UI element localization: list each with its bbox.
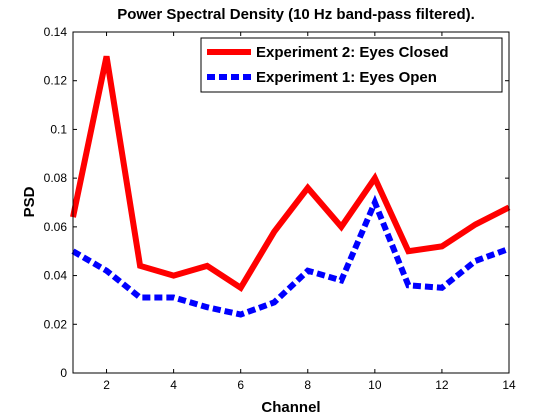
x-tick-label: 12	[435, 378, 449, 392]
tick-layer: 2 4 6 8 10 12 14 0 0.02 0.04 0.06 0.08 0.1 0.12 0.14	[44, 25, 516, 392]
series-layer	[70, 55, 511, 318]
chart-title: Power Spectral Density (10 Hz band-pass …	[117, 6, 475, 23]
x-tick-label: 10	[368, 378, 382, 392]
y-tick-label: 0.08	[44, 171, 68, 185]
x-tick-label: 2	[103, 378, 110, 392]
y-tick-label: 0.1	[50, 122, 67, 136]
x-tick-label: 6	[237, 378, 244, 392]
x-axis-label: Channel	[261, 399, 320, 416]
y-tick-label: 0.14	[44, 25, 68, 39]
y-tick-label: 0.04	[44, 269, 68, 283]
y-axis-label: PSD	[21, 186, 38, 217]
y-tick-label: 0.06	[44, 220, 68, 234]
x-tick-label: 4	[170, 378, 177, 392]
x-tick-label: 8	[304, 378, 311, 392]
series-line-eyes-closed	[70, 55, 511, 292]
y-tick-label: 0.12	[44, 74, 68, 88]
plot-frame	[72, 31, 510, 374]
y-tick-label: 0.02	[44, 317, 68, 331]
x-tick-label: 14	[502, 378, 516, 392]
series-line-eyes-open	[71, 194, 511, 318]
y-tick-label: 0	[60, 366, 67, 380]
legend-label-eyes-open: Experiment 1: Eyes Open	[256, 69, 437, 86]
legend-label-eyes-closed: Experiment 2: Eyes Closed	[256, 44, 449, 61]
legend-box	[200, 37, 503, 93]
legend: Experiment 2: Eyes Closed Experiment 1: …	[200, 37, 503, 93]
